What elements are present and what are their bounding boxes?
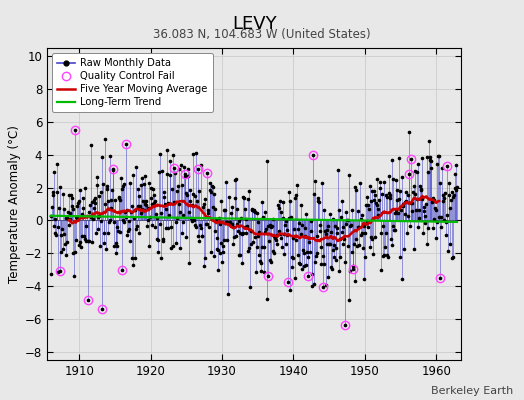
Legend: Raw Monthly Data, Quality Control Fail, Five Year Moving Average, Long-Term Tren: Raw Monthly Data, Quality Control Fail, … — [52, 53, 213, 112]
Y-axis label: Temperature Anomaly (°C): Temperature Anomaly (°C) — [8, 125, 21, 283]
Text: Berkeley Earth: Berkeley Earth — [431, 386, 514, 396]
Text: 36.083 N, 104.683 W (United States): 36.083 N, 104.683 W (United States) — [153, 28, 371, 41]
Title: LEVY: LEVY — [232, 14, 277, 32]
